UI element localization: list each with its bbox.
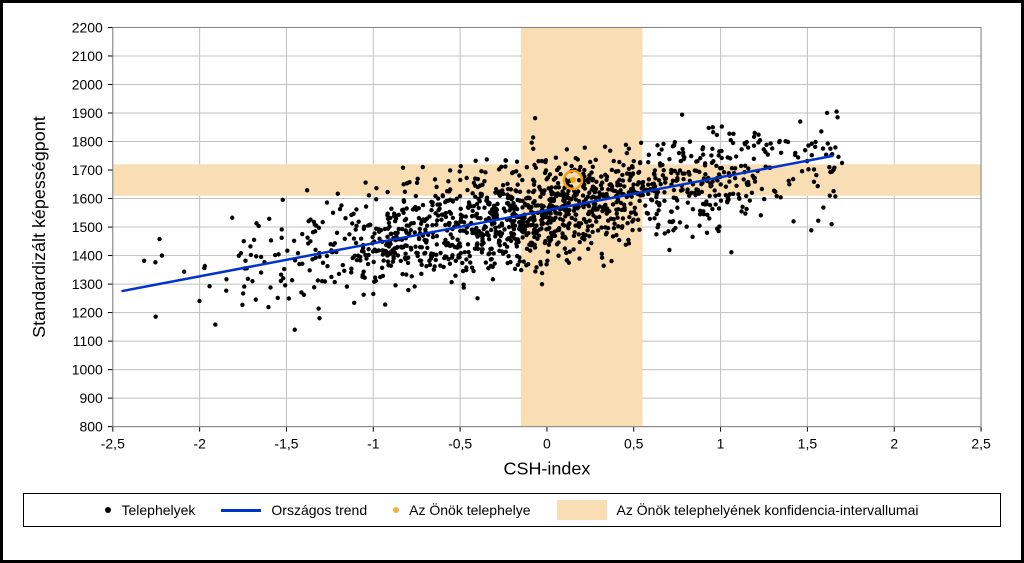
legend: Telephelyek Országos trend Az Önök telep…: [23, 493, 1001, 527]
svg-text:800: 800: [80, 419, 104, 435]
scatter-chart: -2,5 -2 -1,5 -1 -0,5 0 0,5 1 1,5 2 2,5 800 900 1000 11…: [23, 17, 1001, 485]
svg-text:1500: 1500: [72, 219, 103, 235]
legend-marker-yoursite-icon: [393, 507, 399, 513]
svg-text:1000: 1000: [72, 362, 103, 378]
svg-text:1900: 1900: [72, 105, 103, 121]
svg-text:-2,5: -2,5: [101, 436, 125, 452]
svg-text:-1: -1: [367, 436, 380, 452]
chart-frame: -2,5 -2 -1,5 -1 -0,5 0 0,5 1 1,5 2 2,5 800 900 1000 11…: [0, 0, 1024, 563]
svg-text:-0,5: -0,5: [448, 436, 472, 452]
chart-area: -2,5 -2 -1,5 -1 -0,5 0 0,5 1 1,5 2 2,5 800 900 1000 11…: [23, 17, 1001, 485]
svg-text:900: 900: [80, 390, 104, 406]
legend-item-trend: Országos trend: [221, 502, 367, 518]
svg-text:2,5: 2,5: [971, 436, 991, 452]
svg-text:CSH-index: CSH-index: [504, 459, 591, 479]
legend-label-yoursite: Az Önök telephelye: [409, 502, 530, 518]
svg-text:1800: 1800: [72, 133, 103, 149]
svg-text:1100: 1100: [73, 333, 103, 349]
svg-text:-1,5: -1,5: [274, 436, 298, 452]
legend-item-ci: Az Önök telephelyének konfidencia-interv…: [557, 500, 919, 520]
legend-label-sites: Telephelyek: [121, 502, 195, 518]
legend-item-sites: Telephelyek: [105, 502, 195, 518]
svg-text:2: 2: [890, 436, 898, 452]
legend-marker-trend-icon: [221, 509, 261, 512]
svg-text:1600: 1600: [72, 191, 103, 207]
svg-text:2000: 2000: [72, 76, 103, 92]
legend-label-trend: Országos trend: [271, 502, 367, 518]
svg-text:0: 0: [543, 436, 551, 452]
svg-text:1400: 1400: [72, 248, 103, 264]
svg-text:2200: 2200: [72, 19, 103, 35]
svg-text:1300: 1300: [72, 276, 103, 292]
svg-text:2100: 2100: [72, 48, 103, 64]
svg-text:1700: 1700: [72, 162, 103, 178]
svg-text:Standardizált képességpont: Standardizált képességpont: [29, 116, 49, 338]
svg-text:1,5: 1,5: [798, 436, 818, 452]
svg-text:1: 1: [717, 436, 725, 452]
svg-text:1200: 1200: [72, 305, 103, 321]
svg-text:-2: -2: [193, 436, 206, 452]
legend-item-yoursite: Az Önök telephelye: [393, 502, 530, 518]
legend-label-ci: Az Önök telephelyének konfidencia-interv…: [617, 502, 919, 518]
svg-text:0,5: 0,5: [624, 436, 644, 452]
legend-marker-sites-icon: [105, 507, 111, 513]
legend-marker-ci-icon: [557, 500, 607, 520]
